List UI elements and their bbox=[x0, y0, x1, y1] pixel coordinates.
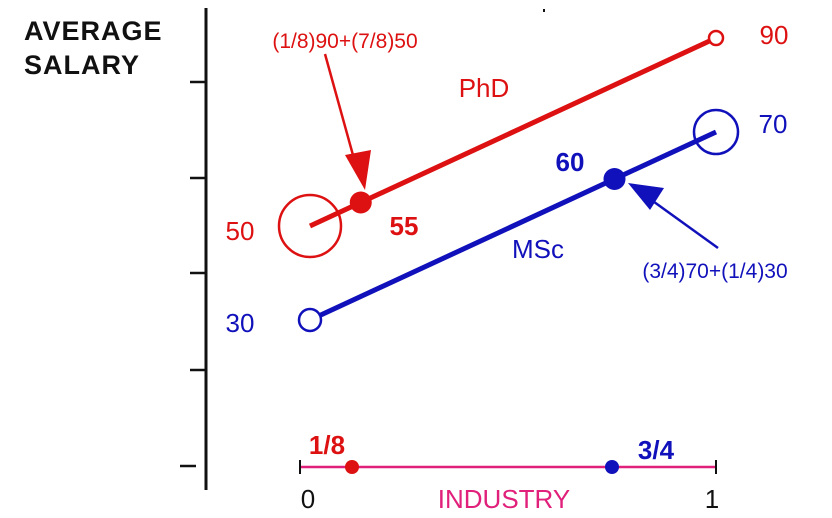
industry-phd-point bbox=[345, 460, 359, 474]
industry-phd-fraction: 1/8 bbox=[309, 430, 345, 460]
industry-msc-fraction: 3/4 bbox=[638, 435, 675, 465]
msc-arrow-head bbox=[628, 183, 664, 210]
y-axis-label: AVERAGE SALARY bbox=[24, 14, 194, 82]
msc-end-circle bbox=[692, 108, 740, 156]
phd-end-circle bbox=[707, 29, 725, 47]
msc-mix-value: 60 bbox=[556, 147, 585, 177]
msc-start-value: 30 bbox=[226, 308, 255, 338]
phd-start-circle bbox=[277, 193, 343, 259]
msc-formula-label: (3/4)70+(1/4)30 bbox=[642, 260, 787, 283]
phd-end-value: 90 bbox=[760, 20, 789, 50]
msc-arrow-shaft bbox=[649, 197, 719, 250]
y-axis-label-line2: SALARY bbox=[24, 50, 141, 80]
x-tick-label-1: 1 bbox=[705, 484, 719, 513]
msc-line bbox=[308, 129, 718, 323]
x-tick-label-0: 0 bbox=[301, 484, 315, 513]
phd-start-value: 50 bbox=[226, 216, 255, 246]
msc-end-value: 70 bbox=[759, 109, 788, 139]
x-axis-label: INDUSTRY bbox=[438, 484, 570, 513]
industry-msc-point bbox=[605, 460, 619, 474]
phd-mix-point bbox=[349, 191, 372, 214]
phd-formula-label: (1/8)90+(7/8)50 bbox=[272, 30, 417, 53]
stray-mark bbox=[543, 9, 545, 12]
phd-line bbox=[308, 35, 718, 229]
phd-arrow-shaft bbox=[323, 53, 358, 167]
msc-series-label: MSc bbox=[512, 234, 564, 264]
msc-mix-point bbox=[603, 168, 626, 190]
msc-start-circle bbox=[297, 307, 323, 333]
phd-mix-value: 55 bbox=[390, 211, 419, 241]
y-axis-label-line1: AVERAGE bbox=[24, 16, 163, 46]
phd-series-label: PhD bbox=[459, 73, 510, 103]
phd-arrow-head bbox=[345, 150, 371, 190]
